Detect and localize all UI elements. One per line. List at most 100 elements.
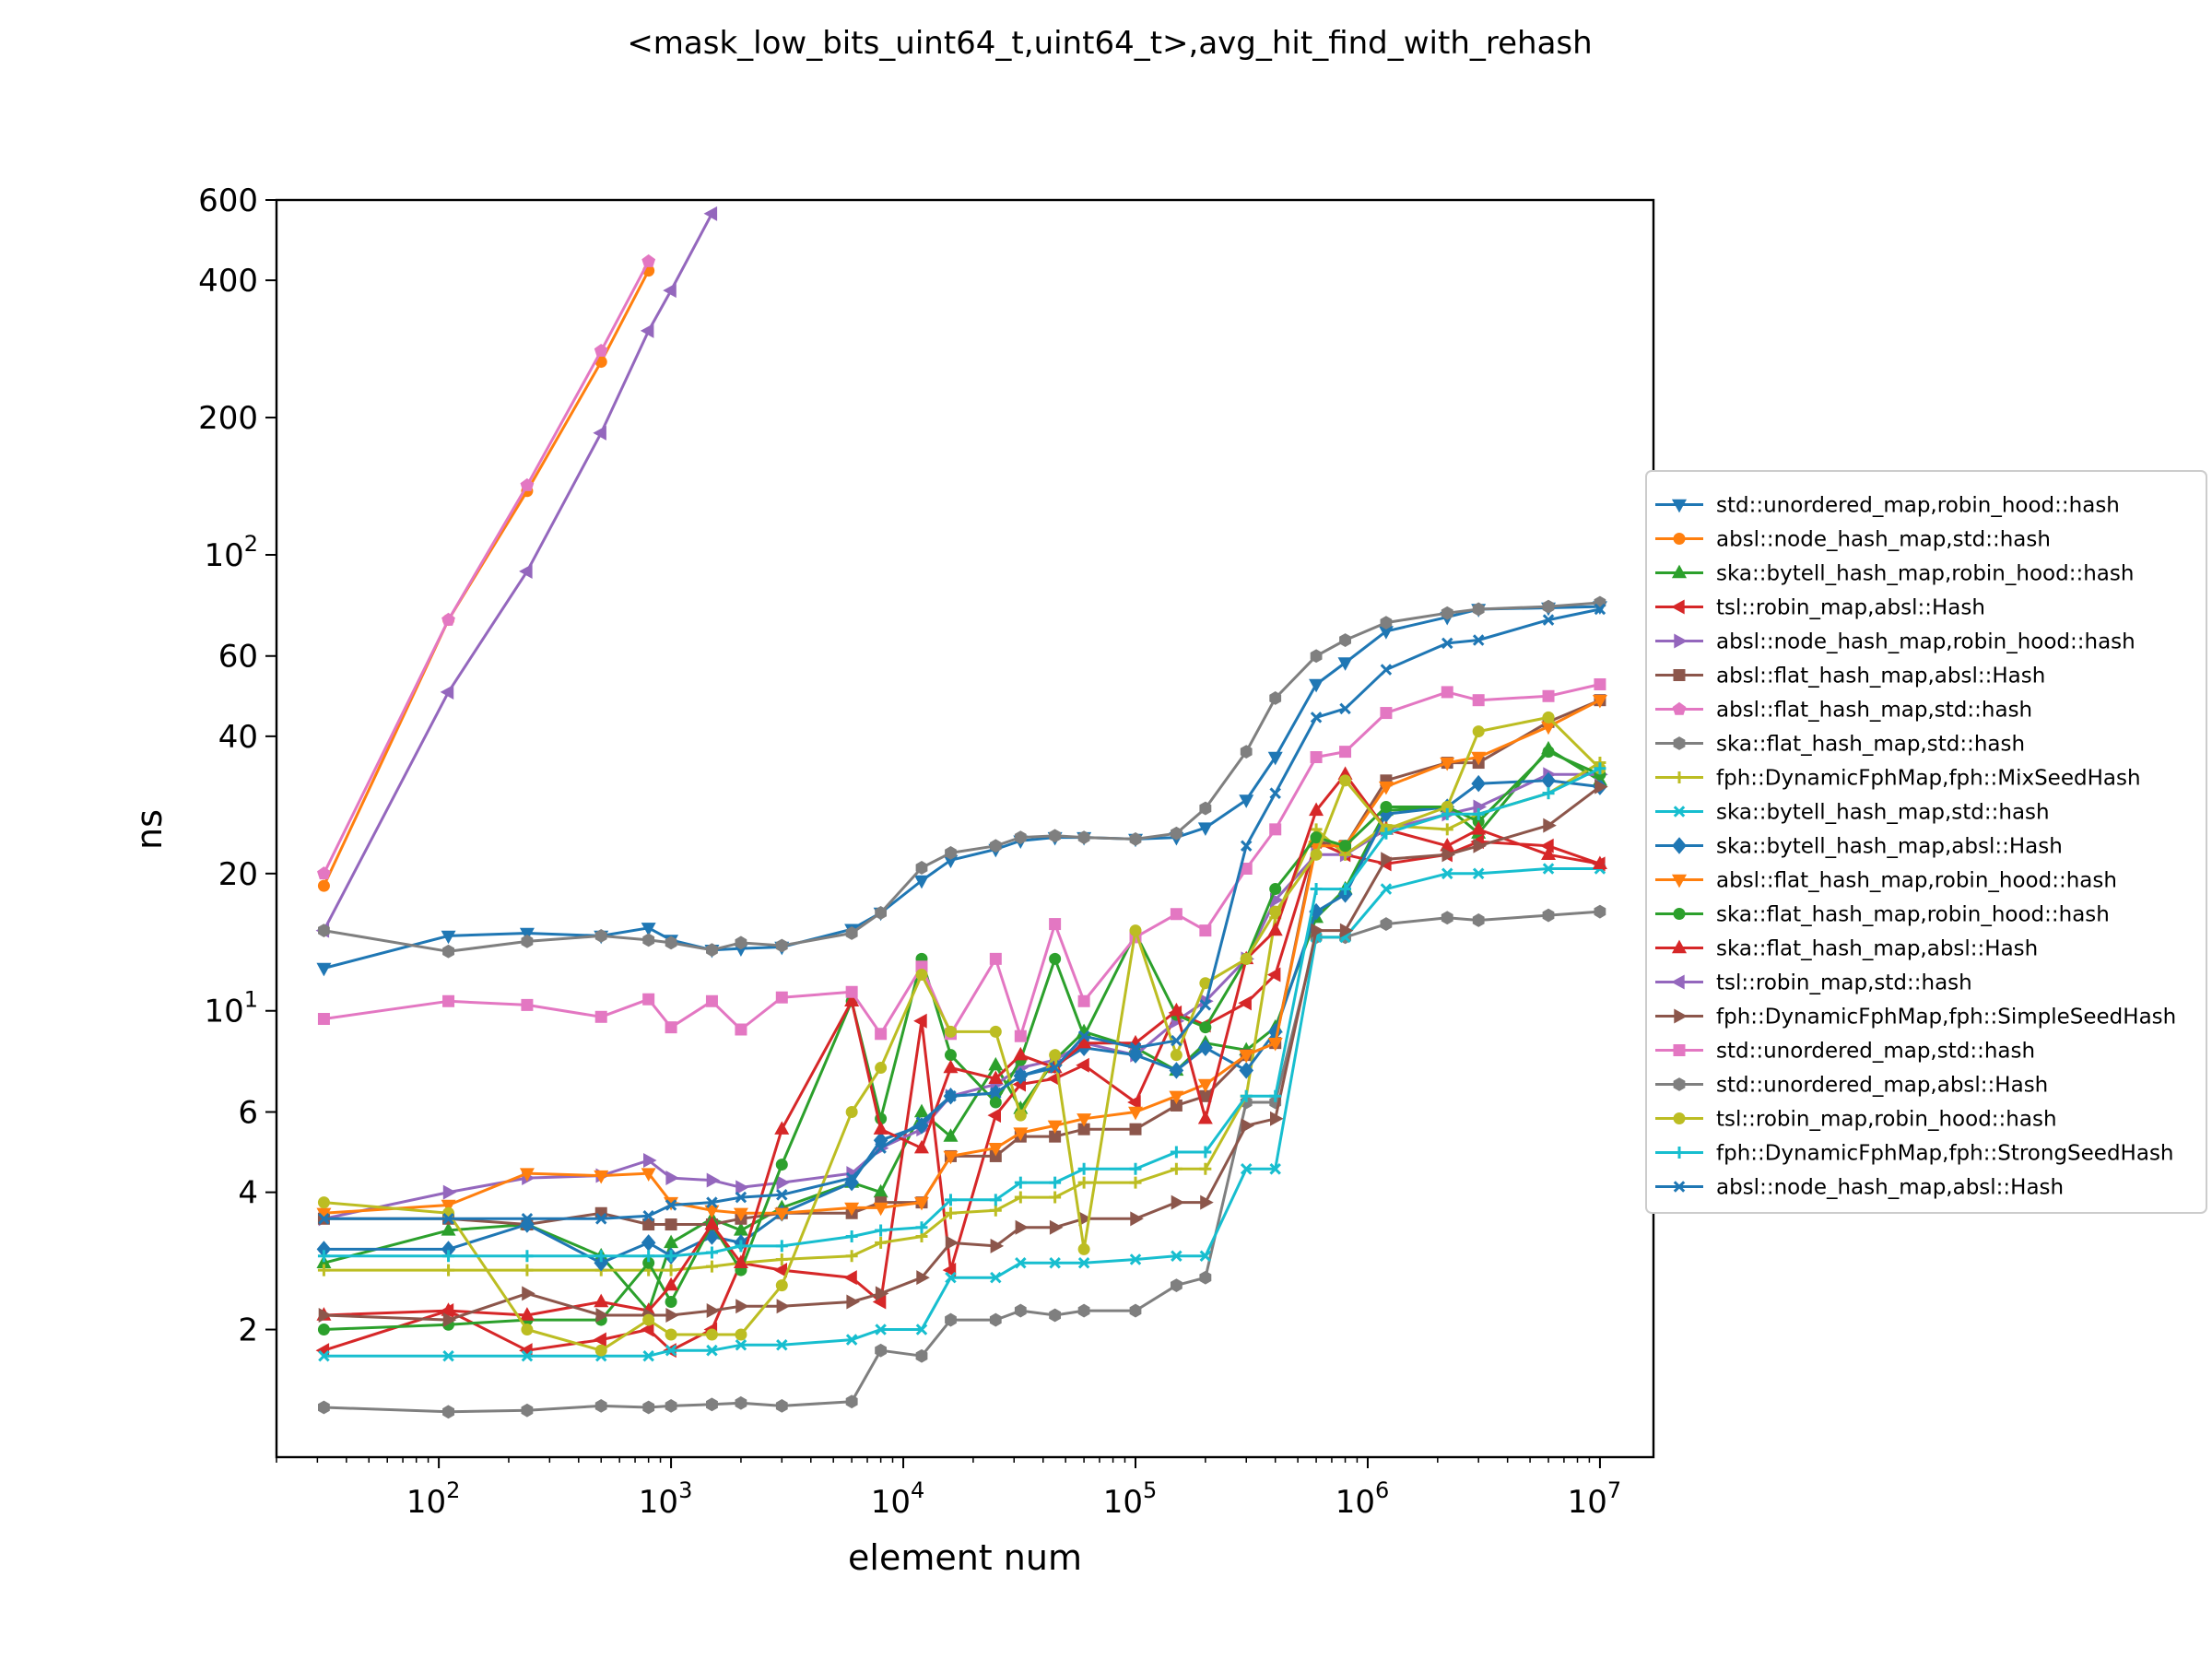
data-point: [1673, 1147, 1686, 1159]
data-point: [640, 1322, 654, 1337]
data-point: [1673, 806, 1686, 818]
data-point: [704, 1205, 720, 1219]
data-point: [1199, 1021, 1212, 1034]
data-point: [1673, 1181, 1686, 1193]
x-tick-label-exponent: 5: [1143, 1477, 1157, 1503]
data-point: [642, 993, 655, 1006]
data-point: [594, 1254, 609, 1272]
data-point: [1239, 794, 1254, 808]
data-point: [733, 1207, 748, 1222]
data-point: [915, 1324, 928, 1335]
data-point: [442, 944, 454, 959]
data-point: [845, 1394, 858, 1409]
data-point: [705, 1246, 718, 1259]
data-point: [1339, 746, 1352, 759]
x-tick-label-exponent: 7: [1607, 1477, 1621, 1503]
data-point: [1014, 1303, 1027, 1318]
legend-item: ska::flat_hash_map,std::hash: [1655, 733, 2025, 757]
data-point: [594, 1010, 607, 1023]
data-point: [1077, 1034, 1092, 1049]
data-point: [1076, 1057, 1089, 1073]
legend-label: tsl::robin_map,absl::Hash: [1716, 596, 1985, 620]
data-point: [875, 1343, 887, 1358]
data-point: [875, 1142, 887, 1154]
data-point: [943, 1128, 959, 1142]
data-point: [1594, 762, 1606, 775]
data-point: [594, 1170, 609, 1184]
data-point: [735, 1240, 747, 1253]
data-point: [1441, 911, 1453, 925]
data-point: [441, 1222, 456, 1236]
data-point: [1170, 1049, 1182, 1062]
data-point: [1441, 801, 1453, 814]
data-point: [1441, 847, 1456, 863]
data-point: [844, 993, 860, 1006]
data-point: [704, 1216, 720, 1230]
data-point: [735, 1299, 749, 1314]
data-point: [1169, 1062, 1184, 1079]
data-point: [845, 1171, 858, 1184]
data-point: [642, 1250, 655, 1263]
data-point: [987, 1108, 1001, 1124]
legend-item: absl::flat_hash_map,robin_hood::hash: [1655, 869, 2117, 893]
data-point: [317, 1013, 330, 1026]
data-point: [1129, 1253, 1142, 1265]
data-point: [989, 952, 1002, 965]
data-point: [1673, 771, 1686, 783]
data-point: [735, 1328, 747, 1341]
data-point: [1542, 599, 1555, 614]
x-tick-label-base: 10: [871, 1484, 911, 1521]
series-16: [318, 779, 1608, 1328]
data-point: [776, 1299, 791, 1314]
data-point: [1472, 867, 1485, 880]
legend-item: ska::bytell_hash_map,std::hash: [1655, 801, 2050, 825]
data-point: [521, 1324, 534, 1336]
data-point: [1674, 1008, 1688, 1024]
data-point: [1671, 874, 1688, 888]
data-point: [945, 1235, 959, 1251]
data-point: [1171, 1194, 1185, 1210]
data-point: [915, 1221, 928, 1234]
data-point: [1542, 908, 1555, 923]
data-point: [735, 1023, 747, 1036]
data-point: [594, 1399, 607, 1413]
data-point: [595, 1308, 610, 1324]
data-point: [642, 1349, 654, 1362]
data-point: [521, 1250, 534, 1263]
data-point: [913, 1196, 929, 1211]
data-point: [441, 1199, 456, 1214]
legend-label: std::unordered_map,absl::Hash: [1716, 1074, 2048, 1098]
data-point: [665, 1344, 677, 1357]
data-point: [1170, 1162, 1182, 1175]
data-point: [1240, 952, 1253, 965]
data-point: [641, 923, 656, 936]
data-point: [1380, 917, 1393, 931]
legend-label: fph::DynamicFphMap,fph::StrongSeedHash: [1716, 1142, 2174, 1166]
y-tick-label: 60: [218, 639, 258, 676]
data-point: [1169, 1090, 1184, 1105]
data-point: [521, 1213, 534, 1225]
x-tick-label-base: 10: [406, 1484, 446, 1521]
data-point: [1239, 1062, 1254, 1079]
data-point: [1310, 831, 1323, 844]
data-point: [1339, 633, 1351, 647]
data-point: [1129, 832, 1142, 846]
data-point: [913, 875, 929, 889]
data-point: [1171, 1034, 1182, 1047]
data-point: [442, 1264, 455, 1277]
data-point: [1309, 802, 1324, 817]
data-point: [1380, 883, 1393, 895]
legend-label: ska::flat_hash_map,absl::Hash: [1716, 937, 2038, 961]
y-tick-label: 200: [198, 400, 258, 437]
data-point: [1673, 908, 1686, 920]
legend-item: absl::node_hash_map,std::hash: [1655, 528, 2051, 552]
data-point: [318, 1400, 330, 1415]
data-point: [1077, 994, 1090, 1007]
data-point: [913, 1013, 927, 1029]
data-point: [735, 1191, 747, 1204]
data-point: [989, 1096, 1002, 1109]
data-point: [1077, 1303, 1090, 1318]
data-point: [1266, 967, 1281, 982]
data-point: [521, 1264, 534, 1277]
data-point: [642, 1218, 655, 1231]
